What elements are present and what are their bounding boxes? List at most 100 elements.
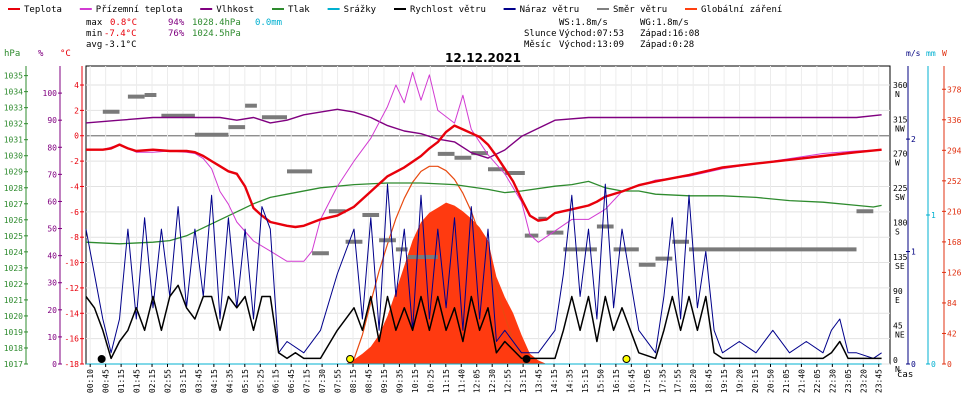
x-axis-tick-27: 12:55 xyxy=(504,369,513,393)
sunset-marker xyxy=(622,355,631,363)
x-axis-tick-18: 08:45 xyxy=(364,369,373,393)
stat-min-temp: -7.4°C xyxy=(104,29,137,39)
left-axis-tick-0-7: 1024 xyxy=(4,248,23,257)
left-axis-tick-0-18: 1035 xyxy=(4,72,23,81)
right-axis-tick-2-9: 378 xyxy=(947,85,962,94)
x-axis-tick-50: 23:20 xyxy=(859,369,868,393)
right-axis-tick-2-0: 0 xyxy=(947,360,952,369)
left-axis-tick-0-1: 1018 xyxy=(4,344,23,353)
left-axis-tick-0-3: 1020 xyxy=(4,312,23,321)
left-axis-tick-0-13: 1030 xyxy=(4,152,23,161)
stat-max-hum: 94% xyxy=(168,18,185,28)
left-axis-tick-0-8: 1025 xyxy=(4,232,23,241)
left-axis-tick-1-4: 40 xyxy=(47,252,57,261)
left-axis-tick-1-6: 60 xyxy=(47,197,57,206)
x-axis-tick-9: 04:35 xyxy=(225,369,234,393)
right-axis-tick-0-2: 2 xyxy=(911,135,916,144)
left-axis-tick-1-7: 70 xyxy=(47,170,57,179)
legend-label-1: Přízemní teplota xyxy=(96,5,183,15)
wind-dir-label-7: NW xyxy=(895,124,905,133)
x-axis-tick-45: 21:05 xyxy=(782,369,791,393)
stat-min-label: min xyxy=(86,29,102,39)
x-axis-tick-44: 20:50 xyxy=(766,369,775,393)
right-axis-tick-2-7: 294 xyxy=(947,146,962,155)
left-axis-tick-0-14: 1031 xyxy=(4,136,23,145)
wind-speed-line xyxy=(85,284,882,360)
left-axis-tick-0-9: 1026 xyxy=(4,216,23,225)
left-axis-unit-2: °C xyxy=(60,49,71,59)
x-axis-tick-32: 15:15 xyxy=(581,369,590,393)
x-axis-tick-26: 12:30 xyxy=(488,369,497,393)
x-axis-tick-10: 05:15 xyxy=(241,369,250,393)
wind-dir-deg-0: 0 xyxy=(893,356,898,365)
x-axis-label: čas xyxy=(897,369,913,380)
right-axis-tick-2-1: 42 xyxy=(947,329,957,338)
x-axis-tick-51: 23:45 xyxy=(875,369,884,393)
left-axis-tick-0-16: 1033 xyxy=(4,104,23,113)
x-axis-tick-16: 07:55 xyxy=(334,369,343,393)
right-axis-unit-2: W xyxy=(942,49,947,58)
left-axis-tick-1-5: 50 xyxy=(47,225,57,234)
x-axis-tick-14: 07:15 xyxy=(303,369,312,393)
x-axis-tick-43: 20:15 xyxy=(751,369,760,393)
wind-dir-label-0: N xyxy=(895,365,900,374)
x-axis-tick-25: 12:05 xyxy=(473,369,482,393)
x-axis-tick-47: 22:05 xyxy=(813,369,822,393)
x-axis-tick-29: 13:45 xyxy=(535,369,544,393)
right-axis-unit-1: mm xyxy=(926,49,936,58)
left-axis-tick-0-17: 1034 xyxy=(4,88,23,97)
legend-label-2: Vlhkost xyxy=(216,5,254,15)
x-axis-tick-48: 22:30 xyxy=(828,369,837,393)
wind-dir-label-5: SW xyxy=(895,193,905,202)
x-axis-tick-5: 02:55 xyxy=(163,369,172,393)
legend-label-3: Tlak xyxy=(288,5,310,15)
info-mesic-vychod: Východ:13:09 xyxy=(559,40,624,50)
left-axis-tick-2-9: 0 xyxy=(74,132,79,141)
x-axis-tick-36: 17:05 xyxy=(643,369,652,393)
x-axis-tick-42: 19:20 xyxy=(736,369,745,393)
right-axis-tick-1-1: 1 xyxy=(931,211,936,220)
humidity-line xyxy=(85,108,882,159)
x-axis-tick-21: 10:15 xyxy=(411,369,420,393)
wind-dir-deg-8: 360 xyxy=(893,81,908,90)
left-axis-tick-2-2: -14 xyxy=(65,309,80,318)
legend-label-5: Rychlost větru xyxy=(410,5,486,15)
x-axis-tick-20: 09:35 xyxy=(395,369,404,393)
plot-area xyxy=(85,65,891,365)
info-mesic-zapad: Západ:0:28 xyxy=(640,40,694,50)
x-axis-tick-37: 17:35 xyxy=(658,369,667,393)
x-axis-tick-8: 04:15 xyxy=(210,369,219,393)
x-axis-tick-30: 14:15 xyxy=(550,369,559,393)
left-axis-tick-0-0: 1017 xyxy=(4,360,23,369)
x-axis-tick-34: 16:15 xyxy=(612,369,621,393)
wind-dir-label-8: N xyxy=(895,90,900,99)
chart-title: 12.12.2021 xyxy=(445,51,521,65)
stat-min-press: 1024.5hPa xyxy=(192,29,241,39)
left-axis-tick-0-15: 1032 xyxy=(4,120,23,129)
ground-temperature-line xyxy=(86,71,882,262)
stat-avg-temp: -3.1°C xyxy=(104,40,137,50)
legend-label-7: Směr větru xyxy=(613,5,667,15)
info-slunce-zapad: Západ:16:08 xyxy=(640,29,700,39)
stat-max-label: max xyxy=(86,18,103,28)
x-axis-tick-17: 08:15 xyxy=(349,369,358,393)
x-axis-tick-41: 19:15 xyxy=(720,369,729,393)
wind-dir-label-1: NE xyxy=(895,331,905,340)
wind-dir-deg-3: 135 xyxy=(893,253,908,262)
sunrise-marker xyxy=(346,355,355,363)
wind-dir-deg-6: 270 xyxy=(893,150,908,159)
x-axis-tick-3: 01:45 xyxy=(133,369,142,393)
x-axis-tick-39: 18:20 xyxy=(689,369,698,393)
x-axis-tick-7: 03:45 xyxy=(194,369,203,393)
left-axis-tick-2-8: -2 xyxy=(69,157,79,166)
right-axis-tick-2-4: 168 xyxy=(947,238,962,247)
left-axis-tick-0-12: 1029 xyxy=(4,168,23,177)
legend-label-6: Náraz větru xyxy=(520,5,580,15)
x-axis-tick-13: 06:45 xyxy=(287,369,296,393)
wind-dir-label-2: E xyxy=(895,296,900,305)
stat-min-hum: 76% xyxy=(168,29,185,39)
moonrise-marker xyxy=(522,355,531,363)
left-axis-tick-2-6: -6 xyxy=(69,208,79,217)
right-axis-tick-0-0: 0 xyxy=(911,360,916,369)
